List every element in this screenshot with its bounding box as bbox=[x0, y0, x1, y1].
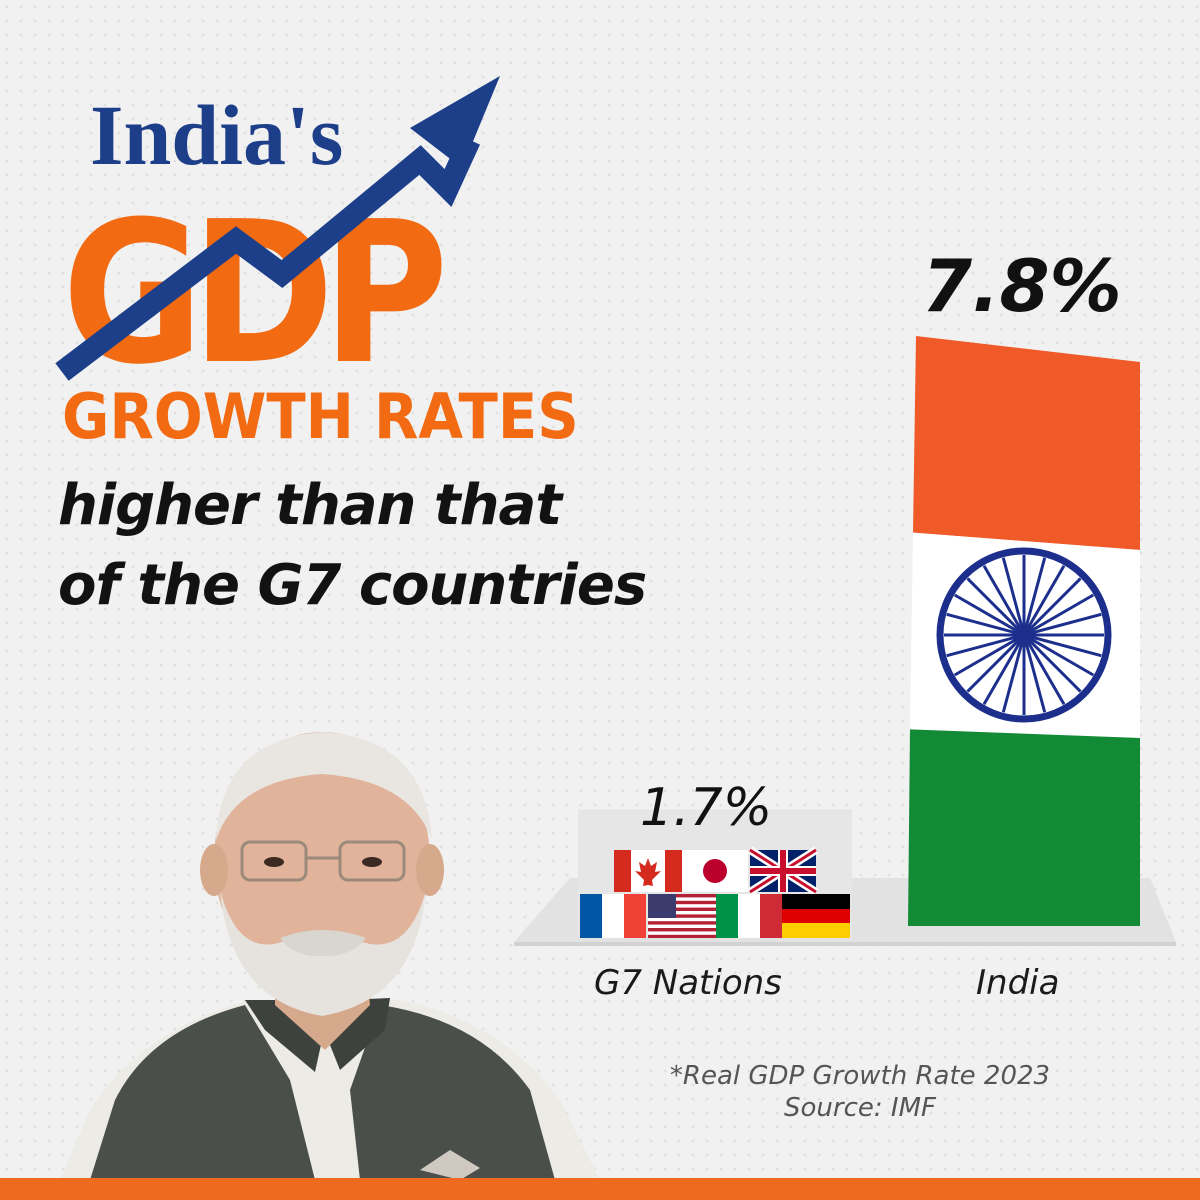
headline-growth-rates: GROWTH RATES bbox=[62, 380, 579, 453]
bar-india bbox=[908, 336, 1140, 926]
japan-flag-icon bbox=[682, 850, 748, 892]
chakra-spoke bbox=[1022, 634, 1066, 706]
india-bar-green bbox=[908, 729, 1140, 926]
chakra-ring bbox=[936, 547, 1112, 723]
uk-flag-icon bbox=[747, 846, 819, 896]
data-label-india: 7.8% bbox=[922, 244, 1122, 328]
canada-flag-icon bbox=[614, 850, 682, 892]
data-label-g7-nations: 1.7% bbox=[640, 778, 773, 838]
category-label-india: India bbox=[976, 963, 1060, 1003]
subtitle-line1: higher than that bbox=[58, 473, 562, 538]
chakra-spoke bbox=[953, 593, 1025, 637]
chakra-spoke bbox=[966, 633, 1026, 693]
bottom-accent-band bbox=[0, 1178, 1200, 1200]
france-flag-icon bbox=[580, 894, 646, 938]
italy-flag-icon bbox=[716, 894, 782, 938]
category-label-g7-nations: G7 Nations bbox=[594, 963, 782, 1003]
ashoka-chakra-icon bbox=[936, 547, 1112, 723]
portrait-photo bbox=[60, 732, 600, 1180]
usa-flag-icon bbox=[648, 894, 716, 938]
chakra-spoke bbox=[1001, 557, 1026, 636]
chakra-spoke bbox=[1023, 633, 1102, 658]
footnote-line1: *Real GDP Growth Rate 2023 bbox=[669, 1061, 1051, 1091]
germany-flag-icon bbox=[782, 894, 850, 938]
chakra-spoke bbox=[1022, 557, 1047, 636]
chakra-spoke bbox=[1022, 634, 1047, 713]
chakra-spoke bbox=[1022, 633, 1082, 693]
chakra-spoke bbox=[946, 633, 1025, 658]
chakra-spoke bbox=[1023, 612, 1102, 637]
footnote: *Real GDP Growth Rate 2023 Source: IMF bbox=[620, 1060, 1100, 1124]
india-bar-saffron bbox=[913, 336, 1140, 550]
chakra-spoke bbox=[953, 633, 1025, 677]
subtitle-line2: of the G7 countries bbox=[58, 553, 647, 618]
chakra-spoke bbox=[982, 564, 1026, 636]
chakra-spoke bbox=[1022, 564, 1066, 636]
chakra-spoke bbox=[966, 577, 1026, 637]
chakra-hub bbox=[1014, 625, 1034, 645]
chakra-spoke bbox=[1022, 577, 1082, 637]
chakra-spoke bbox=[982, 634, 1026, 706]
bar-g7-nations bbox=[578, 809, 852, 938]
chakra-spoke bbox=[1001, 634, 1026, 713]
footnote-source: Source: IMF bbox=[784, 1093, 936, 1123]
chakra-spoke bbox=[946, 612, 1025, 637]
chakra-spoke bbox=[1023, 593, 1095, 637]
chakra-spoke bbox=[1023, 633, 1095, 677]
